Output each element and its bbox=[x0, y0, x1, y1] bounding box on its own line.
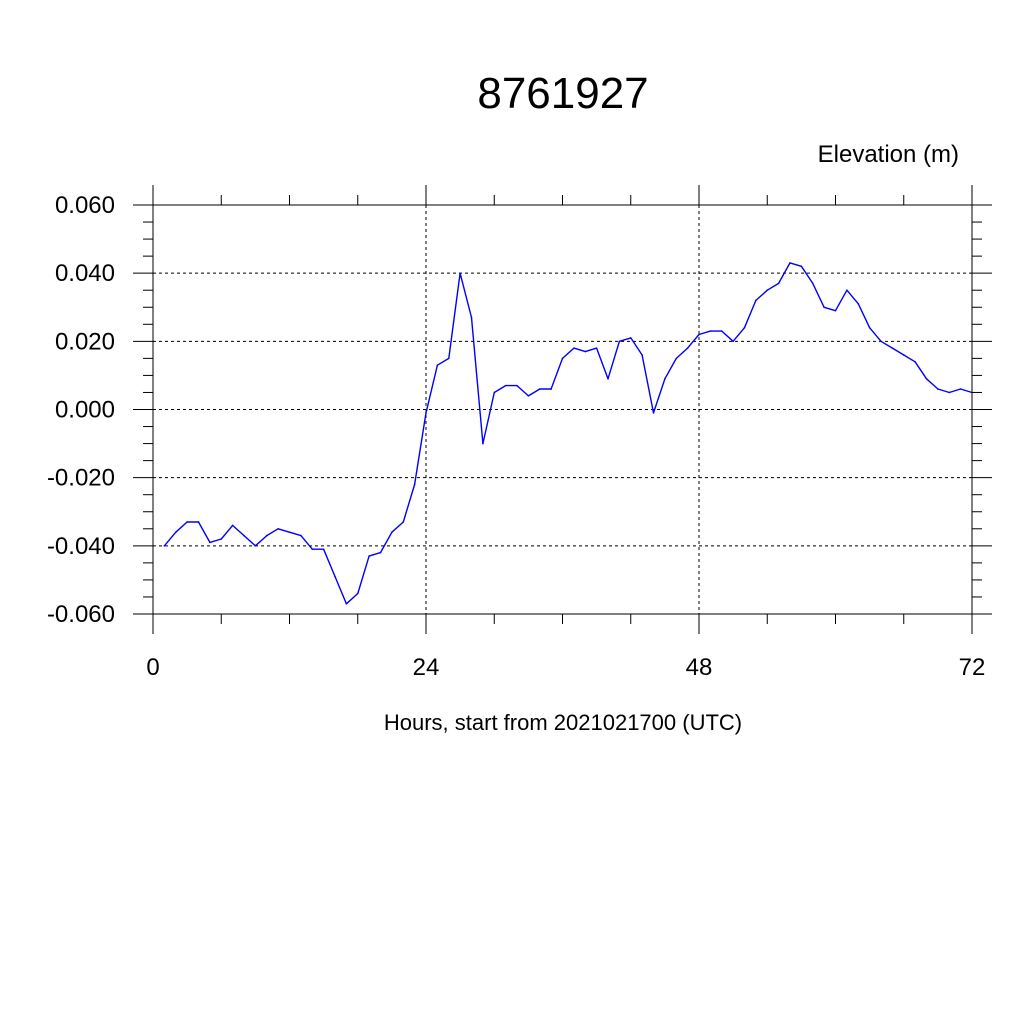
data-point bbox=[288, 531, 291, 533]
data-point bbox=[209, 541, 211, 544]
data-point bbox=[345, 602, 348, 605]
data-point bbox=[732, 340, 734, 343]
data-point bbox=[334, 575, 336, 578]
data-point bbox=[743, 326, 746, 329]
data-point bbox=[186, 521, 188, 523]
y-tick-label: 0.000 bbox=[55, 397, 115, 424]
data-point bbox=[618, 340, 621, 343]
data-point bbox=[959, 388, 962, 390]
data-point bbox=[925, 378, 928, 380]
data-point bbox=[880, 340, 882, 343]
data-point bbox=[834, 309, 837, 312]
major-ticks bbox=[133, 185, 992, 634]
series-layer bbox=[163, 262, 973, 605]
data-point bbox=[402, 521, 405, 523]
chart-title: 8761927 bbox=[477, 69, 648, 118]
data-point bbox=[664, 378, 666, 380]
data-point bbox=[300, 534, 302, 537]
data-point bbox=[493, 391, 496, 394]
y-tick-label: -0.040 bbox=[47, 533, 115, 560]
data-point bbox=[857, 303, 860, 305]
data-point bbox=[800, 265, 803, 268]
y-tick-label: -0.020 bbox=[47, 465, 115, 492]
tick-labels: -0.060 -0.040 -0.020 0.000 0.020 0.040 0.060 0 2… bbox=[47, 192, 985, 681]
data-point bbox=[470, 316, 473, 319]
data-point bbox=[629, 337, 632, 339]
data-point bbox=[720, 330, 723, 332]
data-point bbox=[709, 330, 712, 332]
data-point bbox=[174, 531, 177, 533]
data-point bbox=[561, 357, 564, 360]
data-point bbox=[823, 306, 825, 309]
data-point bbox=[254, 545, 257, 547]
data-point bbox=[914, 360, 916, 363]
data-point bbox=[686, 347, 689, 349]
data-point bbox=[459, 272, 461, 274]
data-point bbox=[652, 412, 655, 414]
data-point bbox=[197, 521, 200, 523]
data-point bbox=[811, 282, 814, 285]
x-tick-label: 48 bbox=[686, 654, 713, 681]
data-point bbox=[777, 282, 780, 285]
data-point bbox=[277, 527, 279, 530]
y-axis-label: Elevation (m) bbox=[818, 141, 959, 168]
data-point bbox=[322, 548, 325, 551]
data-point bbox=[391, 531, 393, 533]
data-point bbox=[311, 548, 314, 551]
data-point bbox=[527, 395, 530, 397]
data-point bbox=[675, 357, 678, 360]
data-point bbox=[584, 350, 587, 353]
data-point bbox=[231, 524, 234, 527]
x-axis-label: Hours, start from 2021021700 (UTC) bbox=[384, 710, 742, 735]
data-point bbox=[948, 391, 951, 394]
data-point bbox=[846, 289, 848, 292]
y-tick-label: 0.020 bbox=[55, 328, 115, 355]
data-point bbox=[504, 384, 507, 387]
data-point bbox=[607, 378, 609, 380]
data-point bbox=[937, 388, 939, 390]
data-point bbox=[379, 551, 382, 554]
data-point bbox=[220, 538, 223, 540]
data-point bbox=[789, 262, 791, 264]
data-point bbox=[698, 333, 700, 336]
x-tick-label: 0 bbox=[146, 654, 159, 681]
data-point bbox=[902, 354, 905, 356]
data-point bbox=[538, 388, 541, 390]
data-point bbox=[243, 534, 245, 537]
y-tick-label: 0.040 bbox=[55, 260, 115, 287]
data-point bbox=[482, 442, 484, 445]
data-point bbox=[641, 354, 643, 356]
data-point bbox=[163, 545, 166, 547]
data-point bbox=[516, 384, 518, 387]
minor-ticks bbox=[143, 195, 982, 624]
data-point bbox=[766, 289, 769, 292]
x-tick-label: 24 bbox=[413, 654, 440, 681]
data-point bbox=[573, 347, 575, 349]
plot-frame bbox=[152, 204, 973, 615]
data-point bbox=[356, 592, 359, 595]
data-point bbox=[891, 347, 894, 349]
y-tick-label: -0.060 bbox=[47, 601, 115, 628]
data-point bbox=[550, 388, 552, 390]
data-point bbox=[755, 299, 757, 302]
grid bbox=[152, 204, 973, 615]
data-point bbox=[413, 483, 416, 486]
data-point bbox=[868, 326, 871, 329]
data-point bbox=[447, 357, 450, 360]
data-point bbox=[368, 555, 370, 557]
y-tick-label: 0.060 bbox=[55, 192, 115, 219]
data-point bbox=[436, 364, 439, 366]
series-line bbox=[163, 262, 973, 605]
data-point bbox=[265, 534, 268, 537]
data-point bbox=[425, 412, 427, 414]
data-point bbox=[595, 347, 598, 349]
x-tick-label: 72 bbox=[959, 654, 986, 681]
